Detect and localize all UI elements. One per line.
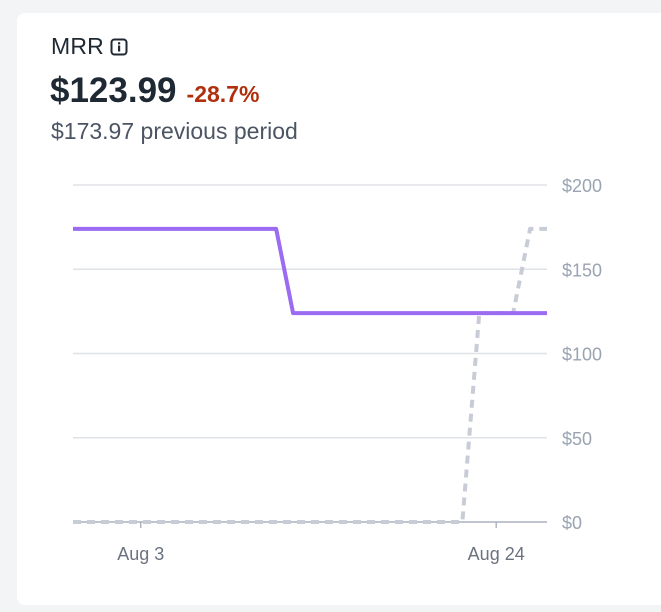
change-badge: -28.7%: [186, 81, 260, 107]
y-tick-label: $200: [562, 176, 602, 196]
x-tick-label: Aug 3: [117, 544, 164, 564]
metric-values: $123.99 -28.7%: [50, 71, 259, 111]
metric-value: $123.99: [50, 71, 177, 110]
metric-title: MRR: [51, 33, 104, 59]
y-tick-label: $0: [562, 513, 582, 533]
x-tick-label: Aug 24: [468, 544, 525, 564]
y-tick-label: $150: [562, 260, 602, 280]
y-tick-label: $100: [562, 345, 602, 365]
previous-period-line: [73, 226, 547, 524]
info-icon[interactable]: [110, 38, 128, 56]
y-tick-label: $50: [562, 429, 592, 449]
current-period-line: [73, 226, 547, 316]
mrr-card: [17, 13, 661, 605]
metric-header: MRR: [51, 33, 128, 60]
previous-period: $173.97 previous period: [51, 118, 298, 144]
